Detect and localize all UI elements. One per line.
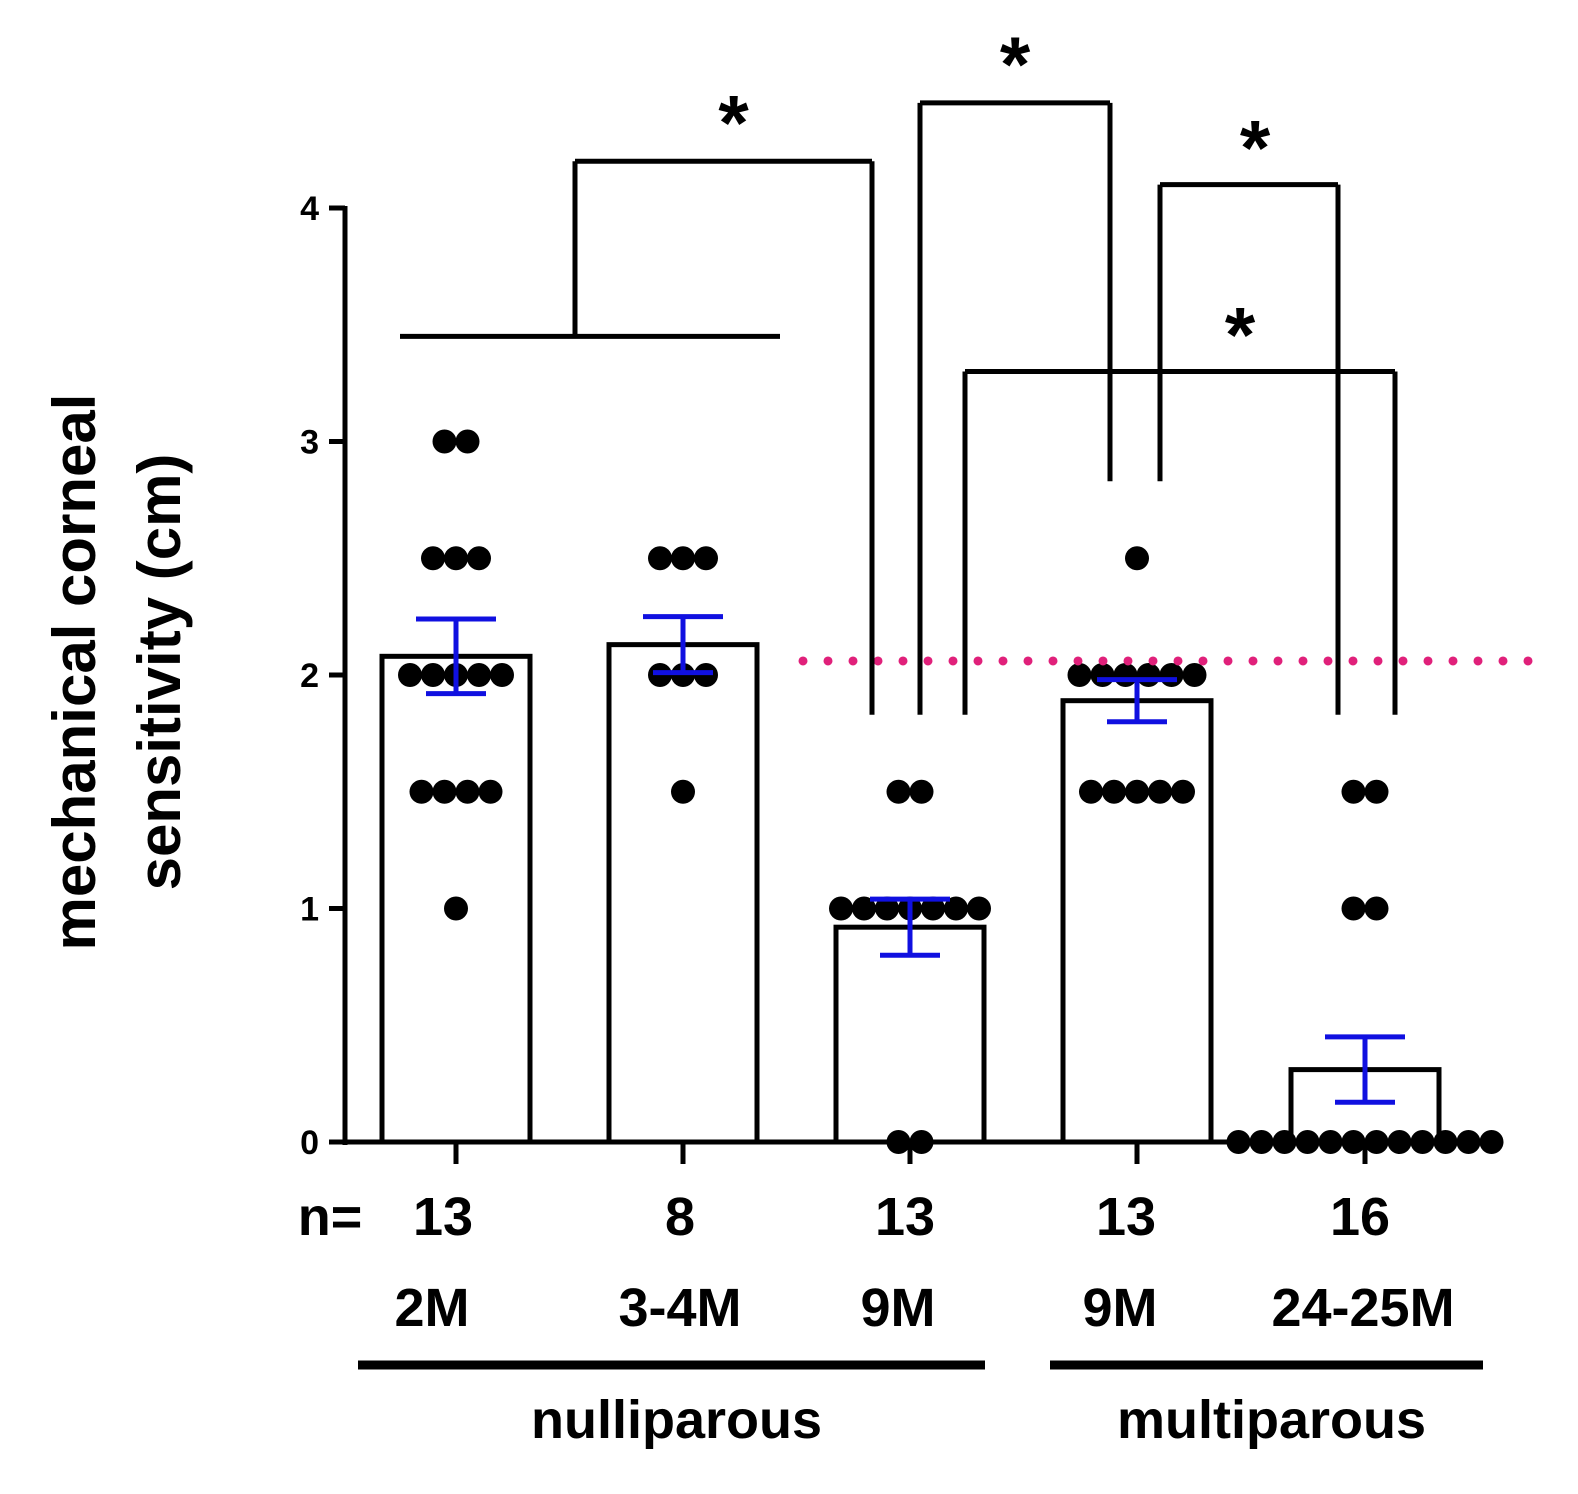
data-point <box>1341 779 1366 804</box>
data-point <box>921 896 945 921</box>
data-point <box>1364 1130 1389 1154</box>
data-point <box>694 546 718 571</box>
data-point <box>467 546 491 571</box>
data-point <box>1171 779 1195 804</box>
n-value: 8 <box>665 1187 695 1247</box>
data-point <box>1456 1130 1481 1154</box>
data-point <box>909 779 934 804</box>
data-point <box>1102 779 1126 804</box>
data-point <box>1341 1130 1366 1154</box>
data-point <box>1410 1130 1435 1154</box>
significance-star: * <box>718 78 749 166</box>
group-label: multiparous <box>1117 1390 1426 1450</box>
category-label: 2M <box>394 1278 469 1338</box>
data-point <box>1067 663 1092 687</box>
data-point <box>398 663 422 687</box>
data-point <box>432 779 457 804</box>
y-tick-label: 1 <box>300 891 319 929</box>
category-label: 9M <box>1082 1278 1157 1338</box>
data-point <box>1341 896 1366 921</box>
data-point <box>421 546 445 571</box>
data-point <box>1479 1130 1504 1154</box>
n-label: n= <box>298 1187 363 1247</box>
bar <box>606 642 760 1145</box>
category-label: 9M <box>860 1278 935 1338</box>
data-point <box>1113 663 1138 687</box>
data-point <box>852 896 876 921</box>
data-point <box>648 546 672 571</box>
data-point <box>1295 1130 1320 1154</box>
group-label: nulliparous <box>531 1390 822 1450</box>
data-point <box>1090 663 1115 687</box>
data-point <box>1272 1130 1297 1154</box>
y-axis-label: mechanical corneal <box>41 394 108 951</box>
significance-star: * <box>1000 20 1031 108</box>
category-label: 3-4M <box>618 1278 741 1338</box>
data-point <box>1148 779 1172 804</box>
significance-brackets: * * * * <box>400 20 1398 715</box>
bar <box>833 924 987 1145</box>
data-point <box>444 546 468 571</box>
y-tick-label: 2 <box>300 657 319 695</box>
data-point <box>1318 1130 1343 1154</box>
significance-star: * <box>1240 104 1271 192</box>
bar <box>1060 698 1214 1145</box>
data-point <box>1136 663 1161 687</box>
data-point <box>1182 663 1207 687</box>
data-point <box>455 429 480 454</box>
category-label: 24-25M <box>1271 1278 1454 1338</box>
data-point <box>478 779 503 804</box>
n-value: 13 <box>1096 1187 1156 1247</box>
data-point <box>875 896 899 921</box>
data-point <box>671 779 695 804</box>
y-axis-label: sensitivity (cm) <box>126 454 193 891</box>
data-point <box>467 663 491 687</box>
data-point <box>1125 779 1149 804</box>
data-point <box>829 896 853 921</box>
n-value: 16 <box>1330 1187 1390 1247</box>
data-point <box>1249 1130 1274 1154</box>
data-point <box>886 779 911 804</box>
data-point <box>1364 896 1389 921</box>
bars <box>379 642 1442 1145</box>
data-point <box>455 779 480 804</box>
data-point <box>886 1130 911 1154</box>
y-tick-label: 3 <box>300 424 319 462</box>
data-point <box>1226 1130 1251 1154</box>
data-point <box>1159 663 1184 687</box>
significance-star: * <box>1225 290 1256 378</box>
data-point <box>1079 779 1103 804</box>
data-point <box>421 663 445 687</box>
data-point <box>1125 546 1149 571</box>
data-points <box>398 429 1504 1154</box>
y-tick-label: 0 <box>300 1124 319 1162</box>
data-point <box>432 429 457 454</box>
data-point <box>444 896 468 921</box>
y-tick-label: 4 <box>300 190 319 228</box>
n-value: 13 <box>875 1187 935 1247</box>
error-bars <box>416 614 1405 1105</box>
data-point <box>909 1130 934 1154</box>
data-point <box>490 663 514 687</box>
data-point <box>1387 1130 1412 1154</box>
n-value: 13 <box>413 1187 473 1247</box>
data-point <box>1364 779 1389 804</box>
data-point <box>967 896 991 921</box>
data-point <box>671 546 695 571</box>
data-point <box>409 779 434 804</box>
data-point <box>1433 1130 1458 1154</box>
data-point <box>944 896 968 921</box>
